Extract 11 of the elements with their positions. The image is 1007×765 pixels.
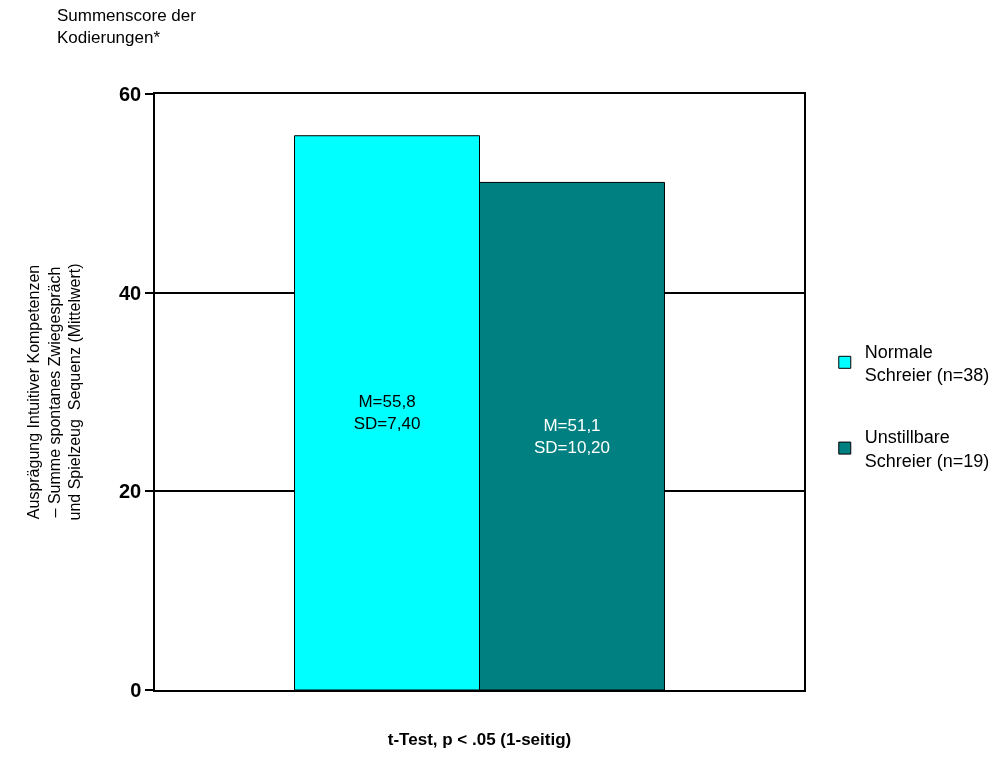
x-axis-title: t-Test, p < .05 (1-seitig) (387, 730, 572, 750)
y-tick-label: 20 (119, 480, 142, 503)
data-label: M=51,1 SD=10,20 (533, 415, 611, 457)
y-tick-label: 40 (119, 281, 142, 304)
data-label: M=55,8 SD=7,40 (353, 392, 421, 434)
y-tick-label: 0 (130, 679, 142, 701)
y-tick-label: 60 (119, 83, 142, 105)
legend-label: Normale Schreier (n=38) (864, 341, 990, 386)
chart-title: Summenscore der Kodierungen* (57, 5, 197, 47)
legend-label: Unstillbare Schreier (n=19) (864, 427, 990, 471)
y-axis-title: Ausprägung Intuitiver Kompetenzen – Summe spontanes Zwiegespräch und Spielzeug Sequenz (Mittelwert) (24, 263, 84, 521)
